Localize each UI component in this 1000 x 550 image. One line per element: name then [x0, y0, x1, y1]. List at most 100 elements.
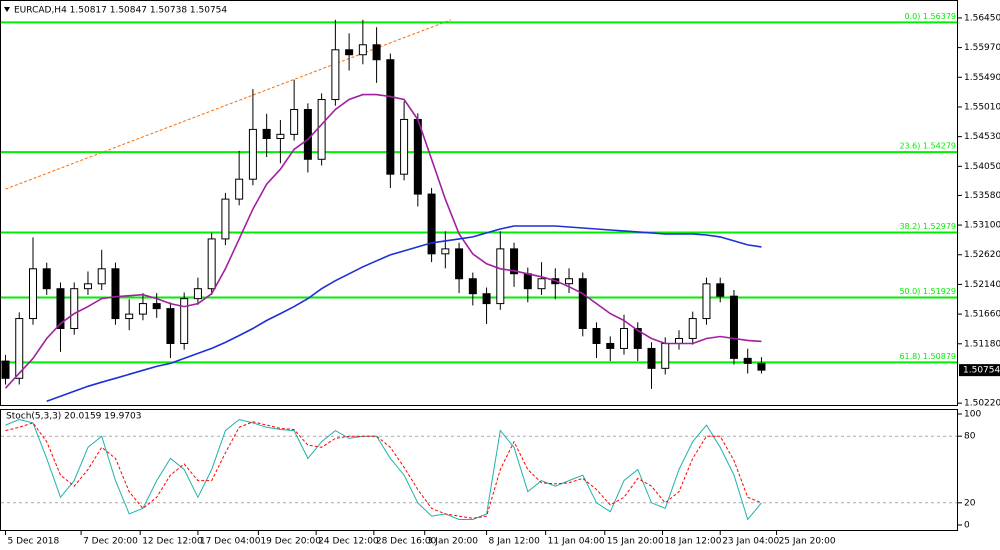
y-tick-label: 1.55010 — [964, 102, 1000, 112]
candle-body — [729, 295, 738, 359]
candle-body — [303, 109, 312, 160]
last-price-label: 1.50754 — [963, 366, 1000, 376]
candle-body — [111, 268, 120, 320]
y-tick-label: 1.54050 — [964, 162, 1000, 172]
last-price-box — [959, 364, 1000, 377]
candle-body — [207, 238, 216, 290]
moving-average — [46, 225, 762, 402]
y-tick-label: 20 — [964, 498, 976, 508]
candle-body — [193, 288, 202, 300]
candle-body — [688, 318, 697, 339]
candle-body — [331, 49, 340, 101]
candle-body — [180, 298, 189, 344]
candle-body — [400, 118, 409, 175]
candle-body — [633, 328, 642, 349]
x-tick-label: 17 Dec 04:00 — [200, 537, 261, 547]
x-tick-label: 25 Jan 20:00 — [779, 537, 836, 547]
candle-body — [413, 118, 422, 195]
candle-body — [523, 273, 532, 290]
candle-body — [235, 178, 244, 200]
candle-body — [578, 278, 587, 330]
candle-body — [97, 268, 106, 285]
candle-body — [372, 44, 381, 61]
x-tick-label: 24 Dec 12:00 — [318, 537, 379, 547]
candle-body — [1, 360, 10, 379]
candle-body — [138, 303, 147, 315]
candle-body — [620, 328, 629, 349]
candle-body — [56, 288, 65, 330]
candle-body — [716, 283, 725, 297]
stoch-pane — [0, 409, 958, 531]
main-pane — [0, 0, 958, 406]
fib-label: 38.2) 1.52979 — [899, 222, 956, 231]
chart-title: EURCAD,H4 1.50817 1.50847 1.50738 1.5075… — [14, 6, 227, 16]
y-tick-label: 1.52140 — [964, 280, 1000, 290]
y-tick-label: 1.51180 — [964, 339, 1000, 349]
candle-body — [166, 308, 175, 344]
y-tick-label: 1.56450 — [964, 13, 1000, 23]
candle-body — [276, 133, 285, 140]
x-tick-label: 5 Dec 2018 — [7, 537, 59, 547]
y-tick-label: 1.54530 — [964, 132, 1000, 142]
stoch-line — [5, 418, 762, 521]
candle-body — [15, 318, 24, 379]
x-tick-label: 12 Dec 12:00 — [142, 537, 203, 547]
y-tick-label: 100 — [964, 409, 981, 419]
y-tick-label: 1.51660 — [964, 310, 1000, 320]
y-tick-label: 1.55970 — [964, 43, 1000, 53]
moving-average — [4, 93, 762, 389]
x-tick-label: 8 Jan 12:00 — [489, 537, 541, 547]
y-tick-label: 1.50220 — [964, 399, 1000, 409]
candle-body — [317, 99, 326, 160]
x-tick-label: 18 Jan 12:00 — [664, 537, 721, 547]
candle-body — [702, 283, 711, 320]
candle-body — [592, 328, 601, 344]
fib-label: 61.8) 1.50879 — [899, 352, 956, 361]
candle-body — [125, 313, 134, 320]
candle-body — [537, 278, 546, 290]
x-tick-label: 19 Dec 20:00 — [260, 537, 321, 547]
x-tick-label: 28 Dec 16:00 — [376, 537, 437, 547]
menu-arrow[interactable] — [4, 7, 10, 12]
candle-body — [28, 268, 37, 320]
y-tick-label: 1.53580 — [964, 191, 1000, 201]
stoch-line — [5, 421, 762, 519]
candle-body — [152, 303, 161, 310]
y-tick-label: 0 — [964, 521, 970, 531]
candle-body — [427, 193, 436, 255]
x-tick-label: 23 Jan 04:00 — [722, 537, 779, 547]
y-tick-label: 1.53100 — [964, 221, 1000, 231]
x-tick-label: 15 Jan 20:00 — [607, 537, 664, 547]
candle-body — [482, 293, 491, 305]
stoch-title: Stoch(5,3,3) 20.0159 19.9703 — [6, 412, 141, 422]
x-tick-label: 3 Jan 20:00 — [427, 537, 479, 547]
fib-label: 23.6) 1.54279 — [899, 142, 956, 151]
candle-body — [386, 59, 395, 175]
candle-body — [262, 128, 271, 140]
candle-body — [221, 198, 230, 240]
candle-body — [455, 248, 464, 280]
candle-body — [358, 44, 367, 56]
candle-body — [757, 362, 766, 371]
candle-body — [345, 49, 354, 56]
candle-body — [565, 278, 574, 285]
candle-body — [441, 248, 450, 255]
candle-body — [606, 342, 615, 349]
x-tick-label: 7 Dec 20:00 — [83, 537, 138, 547]
x-tick-label: 11 Jan 04:00 — [548, 537, 605, 547]
y-tick-label: 80 — [964, 432, 976, 442]
y-tick-label: 1.52620 — [964, 250, 1000, 260]
fib-label: 50.0) 1.51929 — [899, 287, 956, 296]
candle-body — [42, 268, 51, 290]
candle-body — [290, 109, 299, 135]
candle-body — [70, 288, 79, 330]
candle-body — [83, 283, 92, 290]
candle-body — [248, 128, 257, 180]
candle-body — [647, 347, 656, 369]
candle-body — [468, 278, 477, 295]
candle-body — [743, 357, 752, 364]
y-tick-label: 1.55490 — [964, 73, 1000, 83]
candle-body — [661, 342, 670, 369]
